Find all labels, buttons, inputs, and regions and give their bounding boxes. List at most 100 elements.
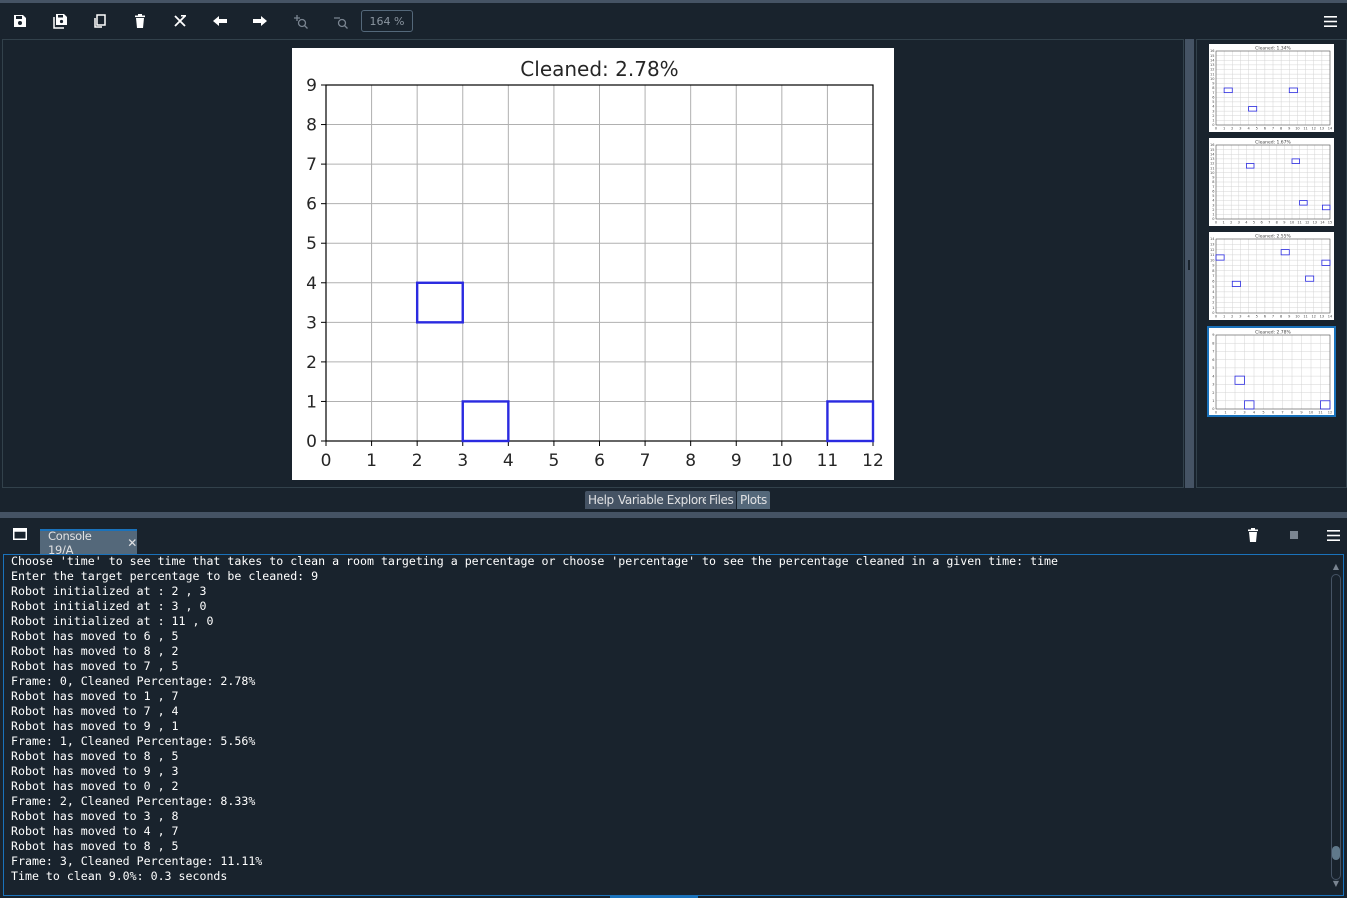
thumbnail-title: Cleaned: 1.34% [1255,46,1291,52]
tab-help[interactable]: Help [585,491,617,509]
thumbnail-y-tick: 0 [1212,311,1214,315]
arrow-left-icon[interactable] [208,9,232,33]
status-indicator [610,896,698,898]
thumbnail-y-tick: 6 [1212,95,1214,99]
scroll-down-arrow-icon[interactable]: ▼ [1332,879,1340,888]
thumbnail-x-tick: 15 [1328,221,1332,225]
thumbnail-y-tick: 16 [1210,49,1214,53]
close-icon[interactable]: ✕ [127,535,137,550]
thumbnail-robot-square [1234,375,1245,385]
thumbnail-x-tick: 3 [1239,315,1241,319]
plot-thumbnail[interactable]: Cleaned: 1.34% 0 1 2 3 4 5 6 7 8 9 10 11 12 13 14 0 1 2 3 4 5… [1209,44,1334,132]
console-scrollbar-thumb[interactable] [1332,846,1340,860]
thumbnail-x-tick: 12 [1311,127,1315,131]
thumbnail-x-tick: 9 [1300,411,1302,415]
thumbnail-y-tick: 8 [1212,341,1214,345]
plot-thumbnail[interactable]: Cleaned: 2.78% 0 1 2 3 4 5 6 7 8 9 10 11 12 0 1 2 3 4 5 6 7 8 9 [1207,326,1336,417]
tab-variable-explorer[interactable]: Variable Explorer [615,491,717,509]
thumbnail-y-tick: 0 [1212,123,1214,127]
y-tick-label: 7 [306,155,317,175]
thumbnail-x-tick: 1 [1223,315,1225,319]
thumbnail-y-tick: 0 [1212,217,1214,221]
plot-figure[interactable]: Cleaned: 2.78% 0 1 2 3 4 5 6 7 8 9 10 11 12 0 1 2 3 4 5 6 7 8 9 [292,48,894,480]
thumbnail-y-tick: 13 [1210,242,1214,246]
thumbnail-x-tick: 3 [1239,127,1241,131]
thumbnail-x-tick: 7 [1272,315,1274,319]
tab-plots[interactable]: Plots [737,491,770,509]
thumbnail-y-tick: 5 [1212,100,1214,104]
zoom-out-icon[interactable] [328,9,352,33]
thumbnail-x-tick: 4 [1247,315,1250,319]
thumbnail-robot-square [1223,87,1233,94]
thumbnail-y-tick: 8 [1212,180,1214,184]
thumbnail-frame [1215,238,1331,314]
chart-title: Cleaned: 2.78% [520,57,678,81]
thumbnail-x-tick: 1 [1222,221,1224,225]
thumbnail-y-tick: 9 [1212,176,1214,180]
console-menu-icon[interactable] [1321,523,1345,547]
thumbnail-y-tick: 14 [1210,237,1215,241]
clear-console-icon[interactable] [1241,523,1265,547]
thumbnail-y-tick: 10 [1210,77,1214,81]
thumbnail-y-tick: 6 [1212,358,1214,362]
thumbnail-y-tick: 3 [1212,203,1214,207]
thumbnail-x-tick: 11 [1303,315,1307,319]
console-options-icon[interactable] [8,522,32,546]
console-scrollbar[interactable] [1331,574,1341,880]
plot-thumbnail[interactable]: Cleaned: 1.67% 0 1 2 3 4 5 6 7 8 9 10 11 12 13 14 15 0 1 2 3… [1209,138,1334,226]
zoom-level-field[interactable]: 164 % [361,10,413,32]
thumbnail-y-tick: 7 [1212,185,1214,189]
delete-icon[interactable] [128,9,152,33]
thumbnail-robot-square [1280,249,1290,256]
thumbnail-x-tick: 14 [1328,315,1333,319]
thumbnail-x-tick: 5 [1262,411,1264,415]
copy-icon[interactable] [88,9,112,33]
y-tick-label: 8 [306,116,317,136]
horizontal-splitter[interactable] [0,512,1347,518]
thumbnail-y-tick: 15 [1210,148,1214,152]
hamburger-menu-icon[interactable] [1318,9,1342,33]
thumbnail-y-tick: 6 [1212,189,1214,193]
thumbnail-x-tick: 8 [1280,315,1282,319]
robot-square [826,400,875,443]
x-tick-label: 7 [640,451,651,471]
thumbnail-x-tick: 0 [1215,221,1217,225]
x-tick-label: 4 [503,451,514,471]
thumbnail-x-tick: 13 [1320,127,1324,131]
thumbnail-x-tick: 11 [1297,221,1301,225]
thumbnail-y-tick: 10 [1210,258,1214,262]
x-tick-label: 2 [412,451,423,471]
x-tick-label: 1 [366,451,377,471]
thumbnail-y-tick: 8 [1212,269,1214,273]
stop-icon[interactable] [1282,523,1306,547]
thumbnail-title: Cleaned: 1.67% [1255,140,1291,146]
console-output[interactable]: Choose 'time' to see time that takes to … [3,554,1344,896]
thumbnail-robot-square [1291,158,1300,164]
y-tick-label: 4 [306,274,317,294]
thumbnail-robot-square [1305,275,1315,282]
scroll-up-arrow-icon[interactable]: ▲ [1332,562,1340,571]
tab-files[interactable]: Files [706,491,737,509]
thumbnail-y-tick: 3 [1212,295,1214,299]
plot-thumbnail[interactable]: Cleaned: 2.55% 0 1 2 3 4 5 6 7 8 9 10 11 12 13 14 0 1 2 3 4 5… [1209,232,1334,320]
y-tick-label: 3 [306,313,317,333]
console-tab[interactable]: Console 19/A ✕ [40,529,137,557]
thumbnail-frame [1215,144,1331,220]
delete-all-icon[interactable] [168,9,192,33]
y-tick-label: 6 [306,195,317,215]
thumbnail-y-tick: 2 [1212,301,1214,305]
save-icon[interactable] [8,9,32,33]
thumbnail-x-tick: 3 [1243,411,1245,415]
thumbnail-y-tick: 12 [1210,248,1214,252]
thumbnail-x-tick: 6 [1264,315,1266,319]
arrow-right-icon[interactable] [248,9,272,33]
thumbnail-robot-square [1248,106,1258,112]
thumbnail-y-tick: 2 [1212,208,1214,212]
zoom-in-icon[interactable] [288,9,312,33]
save-all-icon[interactable] [48,9,72,33]
thumbnail-y-tick: 9 [1212,82,1214,86]
thumbnail-x-tick: 2 [1231,315,1233,319]
thumbnail-x-tick: 10 [1309,411,1313,415]
